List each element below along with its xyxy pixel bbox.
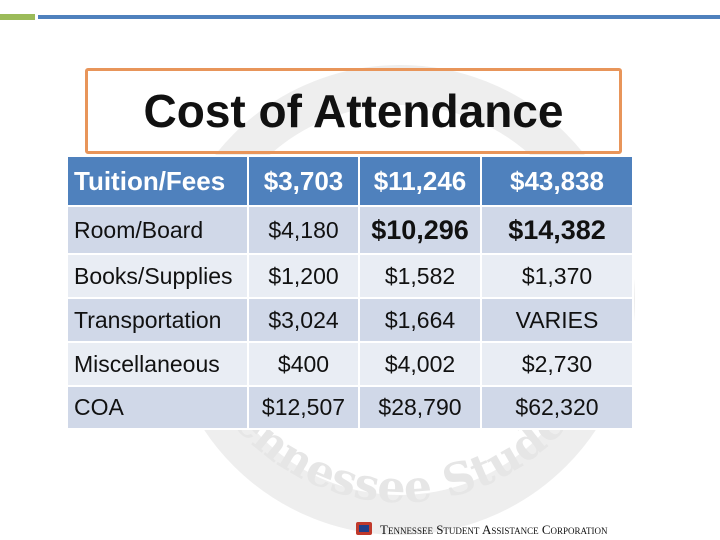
- cost-cell: $43,838: [480, 155, 634, 207]
- cost-cell: $28,790: [358, 385, 482, 430]
- top-rule: [38, 15, 720, 19]
- cost-cell: $400: [247, 341, 360, 387]
- title-box: Cost of Attendance: [85, 68, 622, 154]
- table-row: Room/Board $4,180 $10,296 $14,382: [66, 205, 634, 255]
- cost-cell: $14,382: [480, 205, 634, 255]
- cost-cell: $4,002: [358, 341, 482, 387]
- cost-cell: VARIES: [480, 297, 634, 343]
- title: Cost of Attendance: [143, 85, 564, 137]
- cost-cell: $62,320: [480, 385, 634, 430]
- cost-cell: $1,664: [358, 297, 482, 343]
- cost-cell: $10,296: [358, 205, 482, 255]
- cost-cell: $3,024: [247, 297, 360, 343]
- cost-cell: $1,582: [358, 253, 482, 299]
- row-label: COA: [66, 385, 249, 430]
- table-row: COA $12,507 $28,790 $62,320: [66, 385, 634, 430]
- cost-cell: $1,200: [247, 253, 360, 299]
- row-label: Miscellaneous: [66, 341, 249, 387]
- logo: [356, 522, 372, 535]
- cost-cell: $4,180: [247, 205, 360, 255]
- row-label: Room/Board: [66, 205, 249, 255]
- cost-table: Tuition/Fees $3,703 $11,246 $43,838 Room/Boa…: [66, 155, 634, 430]
- row-label: Books/Supplies: [66, 253, 249, 299]
- table-row: Miscellaneous $400 $4,002 $2,730: [66, 341, 634, 387]
- table-row: Books/Supplies $1,200 $1,582 $1,370: [66, 253, 634, 299]
- row-label: Tuition/Fees: [66, 155, 249, 207]
- table-row: Transportation $3,024 $1,664 VARIES: [66, 297, 634, 343]
- cost-cell: $1,370: [480, 253, 634, 299]
- table-row: Tuition/Fees $3,703 $11,246 $43,838: [66, 155, 634, 207]
- cost-cell: $3,703: [247, 155, 360, 207]
- cost-cell: $2,730: [480, 341, 634, 387]
- footer: Tennessee Student Assistance Corporation: [380, 522, 608, 537]
- accent-bar: [0, 14, 35, 20]
- cost-cell: $12,507: [247, 385, 360, 430]
- cost-cell: $11,246: [358, 155, 482, 207]
- row-label: Transportation: [66, 297, 249, 343]
